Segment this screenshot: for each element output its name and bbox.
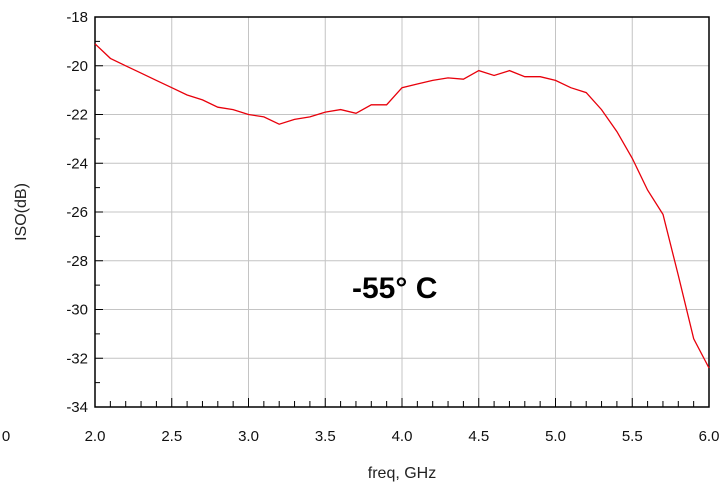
y-tick-label: -30 bbox=[66, 302, 88, 319]
x-tick-label: 6.0 bbox=[699, 428, 720, 445]
x-tick-label-left-edge: 0 bbox=[2, 428, 10, 445]
y-tick-label: -22 bbox=[66, 107, 88, 124]
temperature-annotation: -55° C bbox=[352, 272, 437, 305]
x-tick-label: 2.0 bbox=[85, 428, 106, 445]
grid bbox=[95, 17, 709, 407]
y-tick-labels: -18 -20 -22 -24 -26 -28 -30 -32 -34 bbox=[66, 9, 88, 416]
x-tick-label: 3.0 bbox=[238, 428, 259, 445]
series-line-iso bbox=[94, 43, 710, 369]
y-tick-label: -24 bbox=[66, 155, 88, 172]
x-tick-labels: 2.0 2.5 3.0 3.5 4.0 4.5 5.0 5.5 6.0 bbox=[85, 428, 720, 445]
y-tick-label: -18 bbox=[66, 9, 88, 26]
x-tick-label: 3.5 bbox=[315, 428, 336, 445]
y-tick-label: -32 bbox=[66, 350, 88, 367]
x-tick-label: 2.5 bbox=[161, 428, 182, 445]
minor-ticks bbox=[94, 16, 710, 408]
y-tick-label: -20 bbox=[66, 58, 88, 75]
x-axis-label: freq, GHz bbox=[368, 465, 436, 482]
y-tick-label: -26 bbox=[66, 204, 88, 221]
x-tick-label: 4.5 bbox=[468, 428, 489, 445]
y-tick-label: -28 bbox=[66, 253, 88, 270]
x-tick-label: 5.0 bbox=[545, 428, 566, 445]
x-tick-label: 4.0 bbox=[392, 428, 413, 445]
x-tick-label: 5.5 bbox=[622, 428, 643, 445]
y-axis-label: ISO(dB) bbox=[13, 183, 30, 241]
y-tick-label: -34 bbox=[66, 399, 88, 416]
